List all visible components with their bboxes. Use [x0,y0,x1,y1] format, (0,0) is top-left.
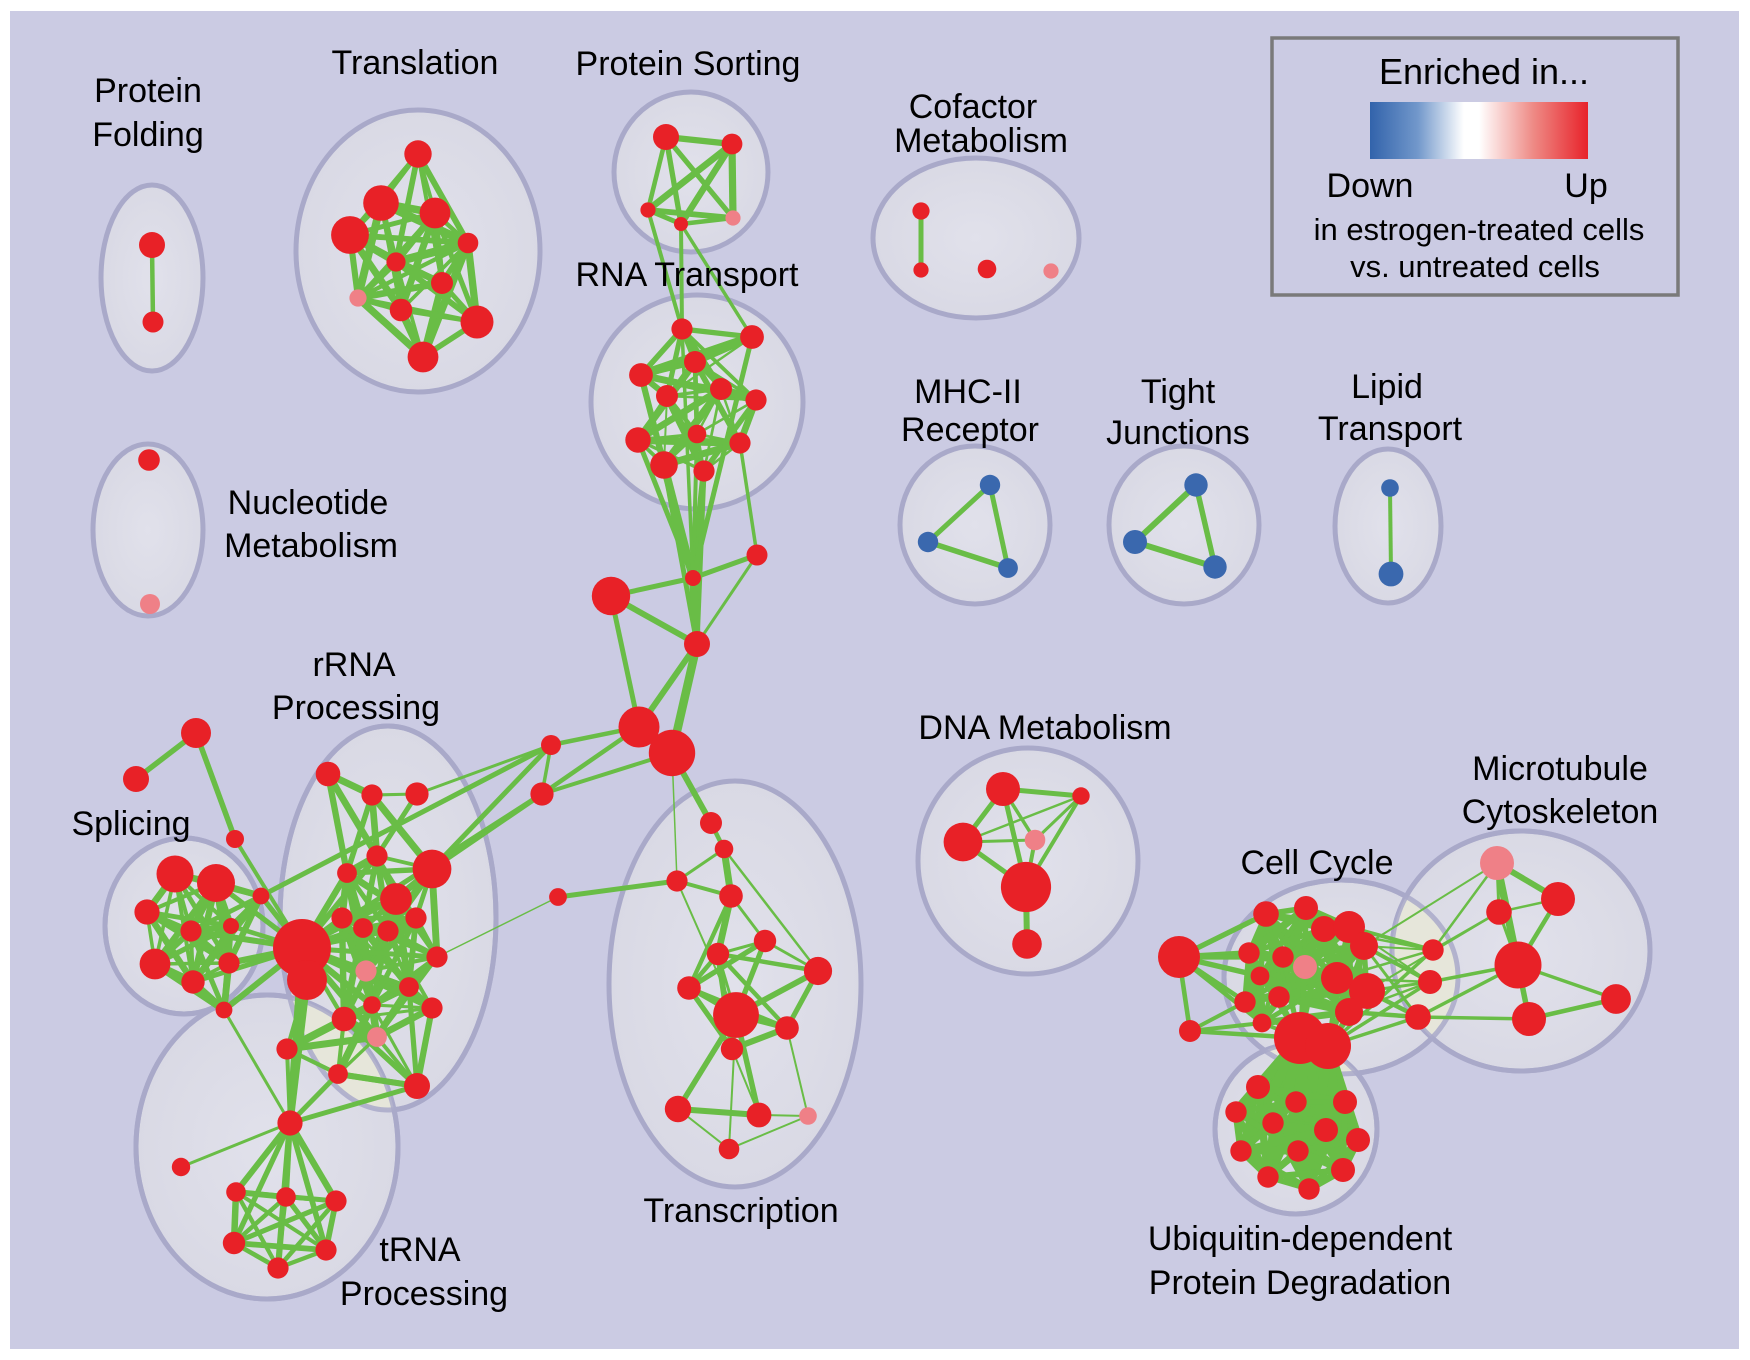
svg-text:Protein Sorting: Protein Sorting [576,45,801,83]
svg-text:in estrogen-treated cells: in estrogen-treated cells [1314,212,1645,247]
svg-text:rRNA: rRNA [312,646,395,684]
svg-text:Nucleotide: Nucleotide [228,484,389,522]
svg-text:Enriched in...: Enriched in... [1379,51,1589,92]
svg-text:Cofactor: Cofactor [909,88,1038,126]
svg-text:Transport: Transport [1318,410,1463,448]
svg-text:vs. untreated cells: vs. untreated cells [1350,249,1600,284]
svg-text:Splicing: Splicing [71,805,190,843]
svg-text:Metabolism: Metabolism [224,527,398,565]
svg-text:Cytoskeleton: Cytoskeleton [1462,793,1659,831]
svg-text:Ubiquitin-dependent: Ubiquitin-dependent [1148,1220,1453,1258]
svg-text:Tight: Tight [1141,373,1216,411]
svg-text:Cell Cycle: Cell Cycle [1240,844,1393,882]
svg-text:tRNA: tRNA [379,1231,461,1269]
svg-text:Protein Degradation: Protein Degradation [1149,1264,1451,1302]
svg-text:Transcription: Transcription [643,1192,838,1230]
svg-text:Microtubule: Microtubule [1472,750,1648,788]
svg-text:Protein: Protein [94,72,202,110]
svg-text:Lipid: Lipid [1351,368,1423,406]
svg-text:Translation: Translation [332,44,499,82]
svg-text:Folding: Folding [92,116,204,154]
svg-text:Processing: Processing [272,689,440,727]
svg-text:Metabolism: Metabolism [894,122,1068,160]
svg-text:Junctions: Junctions [1106,414,1250,452]
svg-text:Processing: Processing [340,1275,508,1313]
svg-text:Up: Up [1564,167,1607,205]
svg-text:Down: Down [1327,167,1414,205]
svg-text:DNA Metabolism: DNA Metabolism [918,709,1171,747]
svg-text:Receptor: Receptor [901,411,1039,449]
svg-text:RNA Transport: RNA Transport [576,256,800,294]
svg-text:MHC-II: MHC-II [914,373,1022,411]
